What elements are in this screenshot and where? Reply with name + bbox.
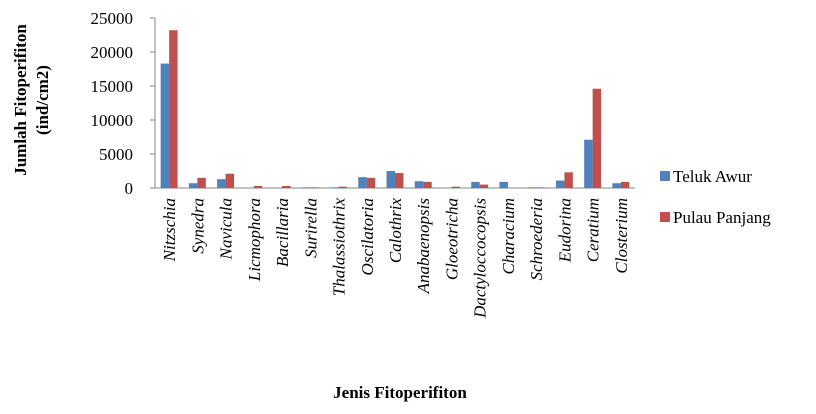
- x-tick-label: Nitzschia: [160, 198, 179, 262]
- bar: [160, 63, 170, 189]
- legend-swatch: [660, 171, 670, 181]
- y-tick-label: 20000: [91, 43, 134, 62]
- bar: [612, 183, 621, 188]
- x-tick-label: Surirella: [301, 198, 320, 258]
- bar: [527, 187, 537, 188]
- x-tick-label: Calothrix: [386, 198, 405, 264]
- bar: [330, 187, 339, 188]
- y-axis-label: (ind/cm2): [33, 65, 52, 135]
- x-tick-label: Ceratium: [584, 198, 603, 262]
- y-tick-label: 15000: [91, 77, 134, 96]
- x-tick-label: Thalassiothrix: [330, 198, 349, 297]
- x-tick-label: Eudorina: [555, 198, 574, 263]
- bar: [310, 187, 319, 188]
- bar: [188, 183, 198, 188]
- bar: [555, 180, 565, 188]
- legend-label: Pulau Panjang: [673, 208, 771, 227]
- bar: [338, 186, 347, 188]
- bar: [499, 181, 508, 188]
- bar: [395, 173, 404, 188]
- x-tick-label: Gloeotricha: [442, 198, 461, 280]
- x-tick-label: Synedra: [188, 198, 207, 254]
- bar: [620, 181, 630, 188]
- bar: [225, 173, 235, 188]
- y-tick-label: 5000: [99, 145, 133, 164]
- bar: [282, 185, 291, 188]
- bar: [584, 139, 593, 188]
- bar: [366, 177, 376, 188]
- y-axis-label: Jumlah Fitoperifiton: [11, 24, 30, 176]
- bar: [564, 172, 573, 188]
- bar: [451, 186, 460, 188]
- bar: [414, 181, 424, 188]
- bar: [471, 181, 480, 188]
- x-tick-label: Bacillaria: [273, 198, 292, 267]
- bar: [301, 187, 311, 188]
- x-tick-label: Closterium: [612, 198, 631, 274]
- x-tick-label: Navicula: [217, 198, 236, 260]
- bar: [479, 184, 489, 188]
- x-tick-label: Anabaenopsis: [414, 198, 433, 295]
- x-tick-label: Licmophora: [245, 198, 264, 282]
- y-tick-label: 10000: [91, 111, 134, 130]
- bar: [358, 177, 367, 188]
- x-tick-label: Dactyloccocopsis: [471, 198, 490, 319]
- bar: [169, 30, 178, 188]
- bar: [423, 181, 432, 188]
- bar: [253, 185, 263, 188]
- legend-label: Teluk Awur: [673, 167, 752, 186]
- bar: [386, 171, 395, 188]
- bar: [592, 88, 602, 188]
- bar: [217, 179, 226, 188]
- x-axis-label: Jenis Fitoperifiton: [333, 383, 467, 402]
- y-tick-label: 25000: [91, 9, 134, 28]
- x-tick-label: Oscilatoria: [358, 198, 377, 275]
- x-tick-label: Schroederia: [527, 198, 546, 280]
- x-tick-label: Characium: [499, 198, 518, 275]
- bar: [536, 187, 545, 188]
- legend-swatch: [660, 212, 670, 222]
- y-tick-label: 0: [125, 179, 134, 198]
- bar: [197, 177, 206, 188]
